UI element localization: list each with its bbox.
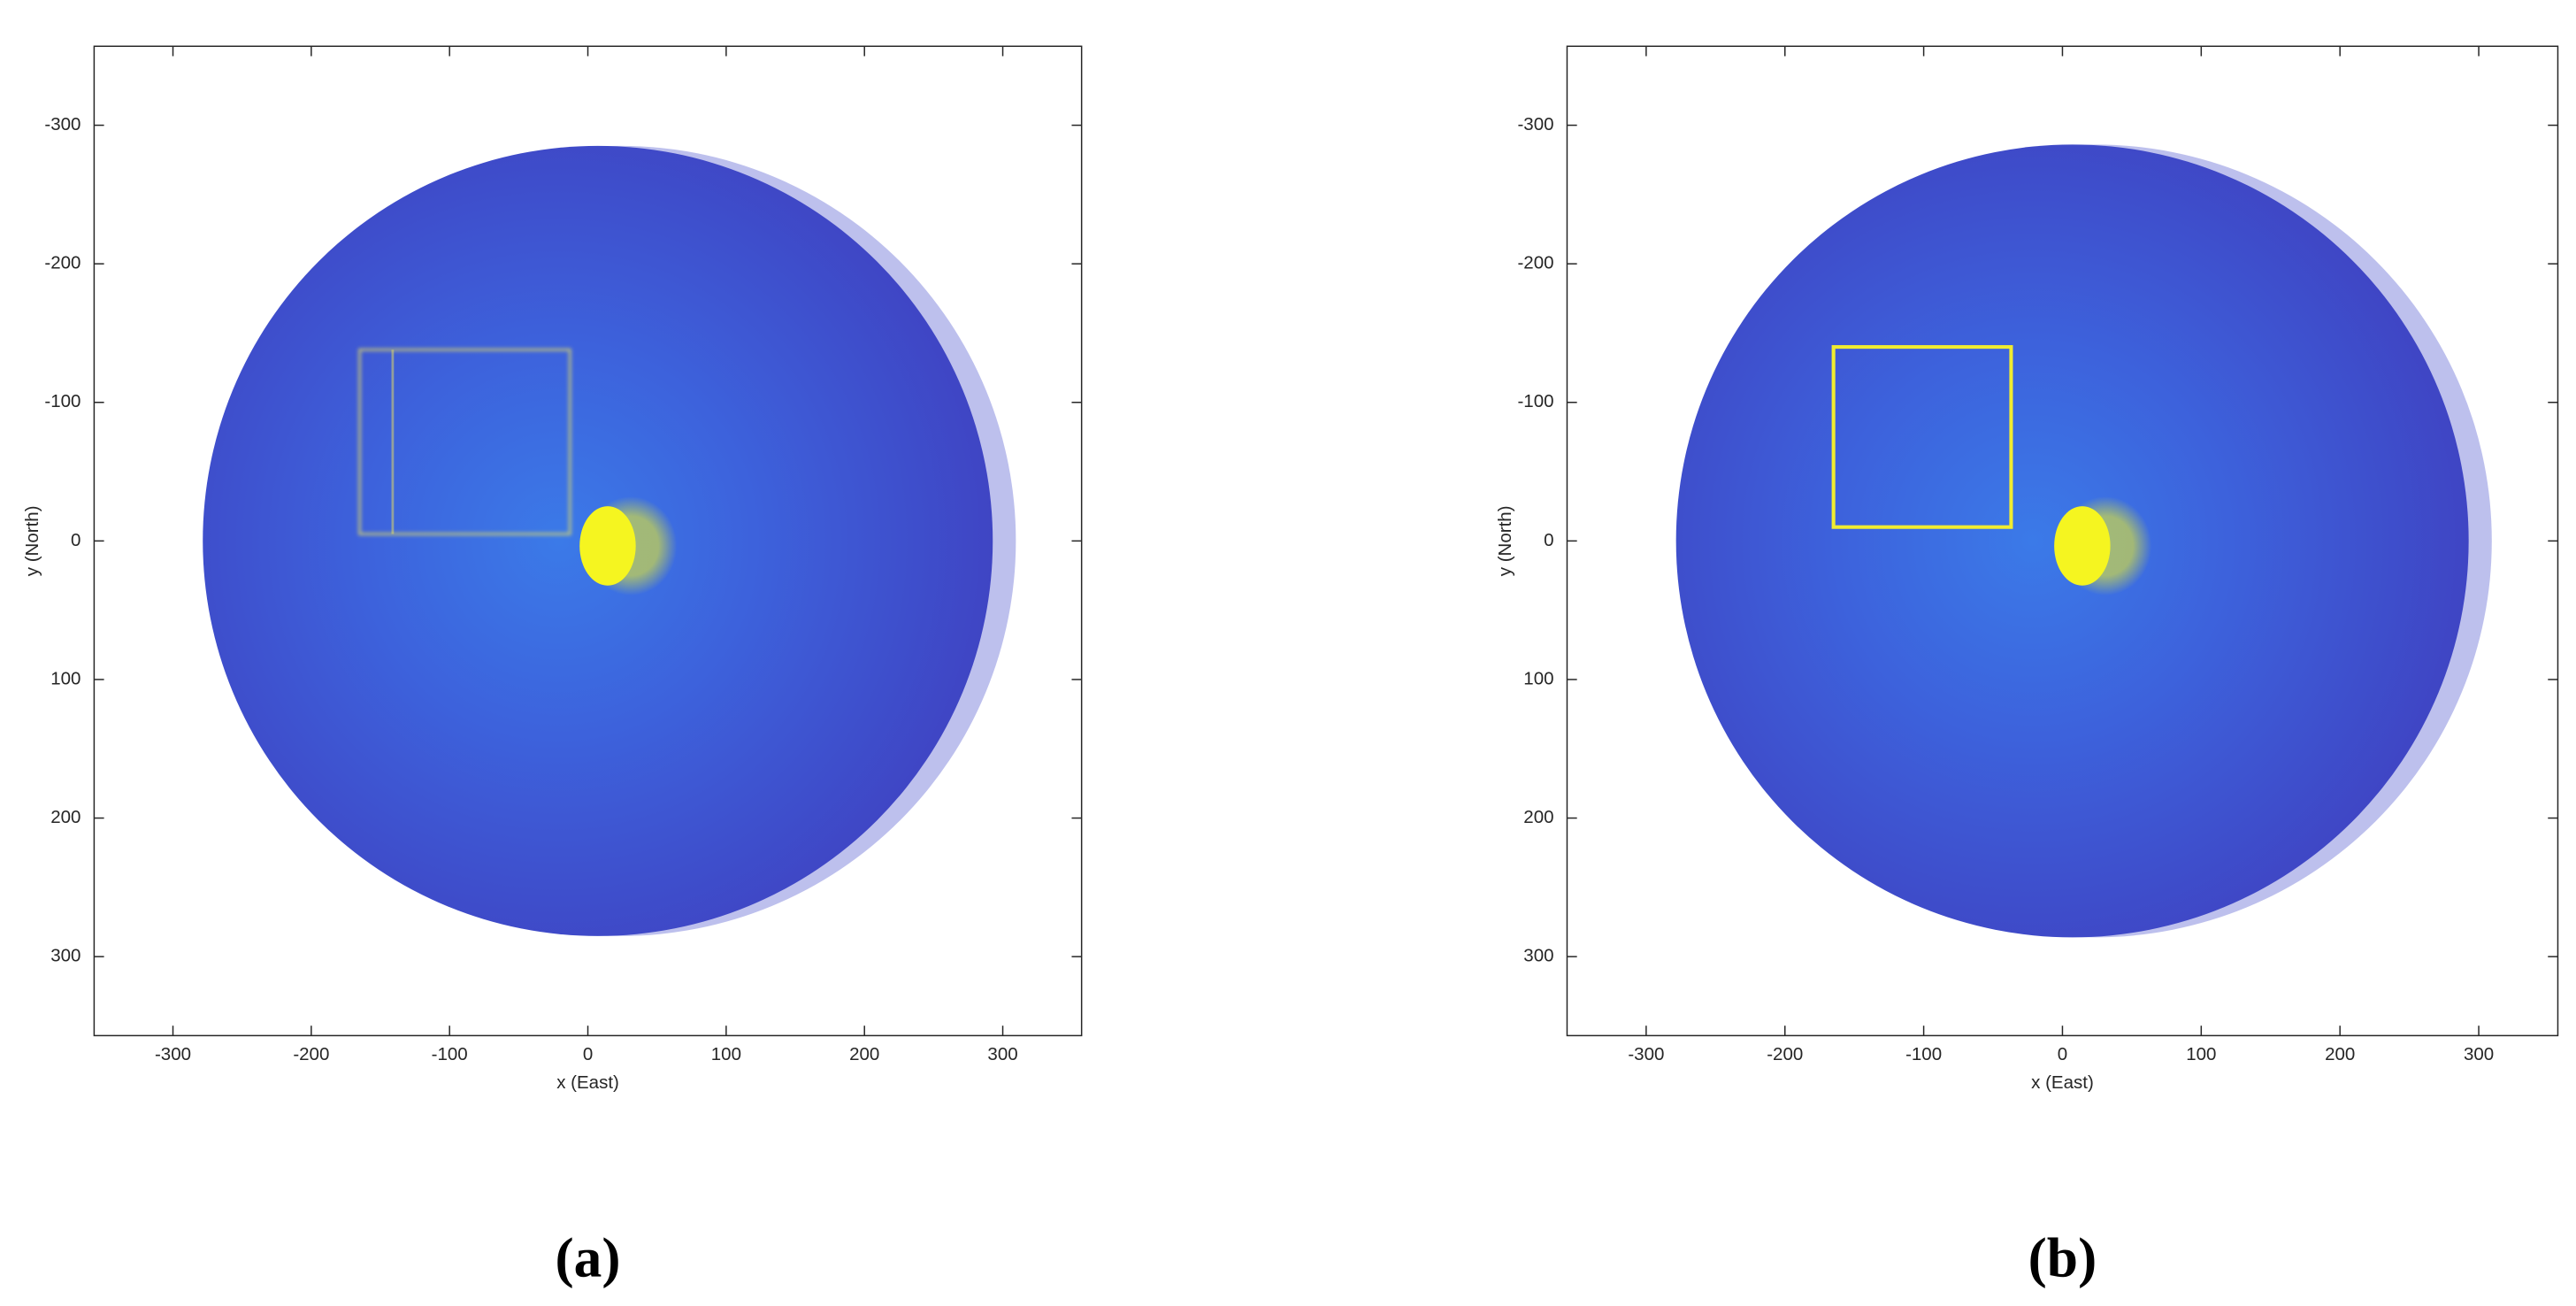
caption: (b) [2028, 1226, 2097, 1289]
y-tick-label: 0 [71, 530, 80, 550]
y-tick-label: 100 [50, 668, 80, 688]
y-axis-label: y (North) [22, 505, 42, 576]
x-tick-label: -200 [293, 1044, 329, 1064]
panel: -300 -200 -100 0 100 200 300 -300 -200 -100 0 100 20… [1495, 45, 2559, 1289]
panel: -300 -200 -100 0 100 200 300 -300 -200 -100 0 100 20… [22, 45, 1083, 1289]
y-tick-label: -200 [1517, 253, 1553, 273]
x-tick-label: 0 [2058, 1044, 2067, 1064]
y-tick-label: -300 [44, 114, 80, 134]
x-tick-label: -100 [1905, 1044, 1942, 1064]
x-tick-label: 200 [849, 1044, 879, 1064]
y-tick-label: -300 [1517, 114, 1553, 134]
x-tick-label: 300 [987, 1044, 1017, 1064]
x-tick-label: 100 [2186, 1044, 2216, 1064]
x-tick-label: 200 [2325, 1044, 2355, 1064]
y-tick-label: -100 [44, 391, 80, 411]
bright-spot [2054, 506, 2111, 586]
x-tick-label: 300 [2464, 1044, 2494, 1064]
x-axis-label: x (East) [556, 1072, 619, 1093]
y-tick-label: 200 [1523, 807, 1553, 827]
y-tick-label: -200 [44, 253, 80, 273]
x-tick-label: 0 [583, 1044, 593, 1064]
x-tick-label: -300 [155, 1044, 191, 1064]
y-tick-label: 0 [1544, 530, 1553, 550]
target-box [1831, 345, 2013, 529]
y-tick-label: -100 [1517, 391, 1553, 411]
x-tick-label: -200 [1767, 1044, 1803, 1064]
x-tick-label: -100 [432, 1044, 468, 1064]
x-tick-label: -300 [1628, 1044, 1664, 1064]
y-tick-label: 300 [50, 946, 80, 966]
target-box [358, 348, 571, 535]
y-axis-label: y (North) [1495, 505, 1515, 576]
x-axis-label: x (East) [2031, 1072, 2094, 1093]
caption: (a) [556, 1226, 621, 1289]
y-tick-label: 100 [1523, 668, 1553, 688]
x-tick-label: 100 [711, 1044, 741, 1064]
y-tick-label: 300 [1523, 946, 1553, 966]
bright-spot [579, 506, 636, 586]
y-tick-label: 200 [50, 807, 80, 827]
